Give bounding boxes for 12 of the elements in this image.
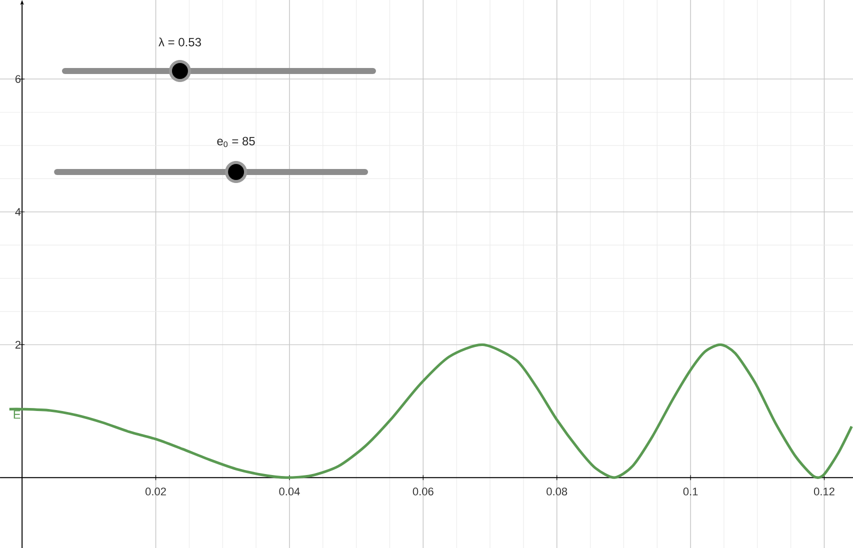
x-tick-label: 0.04 [279, 488, 300, 496]
series-label: E [14, 410, 20, 419]
y-tick-label: 4 [15, 208, 21, 216]
x-tick-label: 0.08 [546, 488, 568, 496]
y-tick-label: 6 [15, 75, 21, 83]
y-tick-label: 2 [15, 340, 20, 349]
x-tick-label: 0.02 [145, 488, 166, 496]
x-tick-label: 0.1 [683, 488, 698, 496]
annotation: λ = 0.53 [158, 38, 201, 46]
x-tick-label: 0.12 [814, 488, 834, 496]
annotation: e$_{0}$ = 85 [217, 136, 255, 148]
x-tick-label: 0.06 [412, 488, 434, 496]
